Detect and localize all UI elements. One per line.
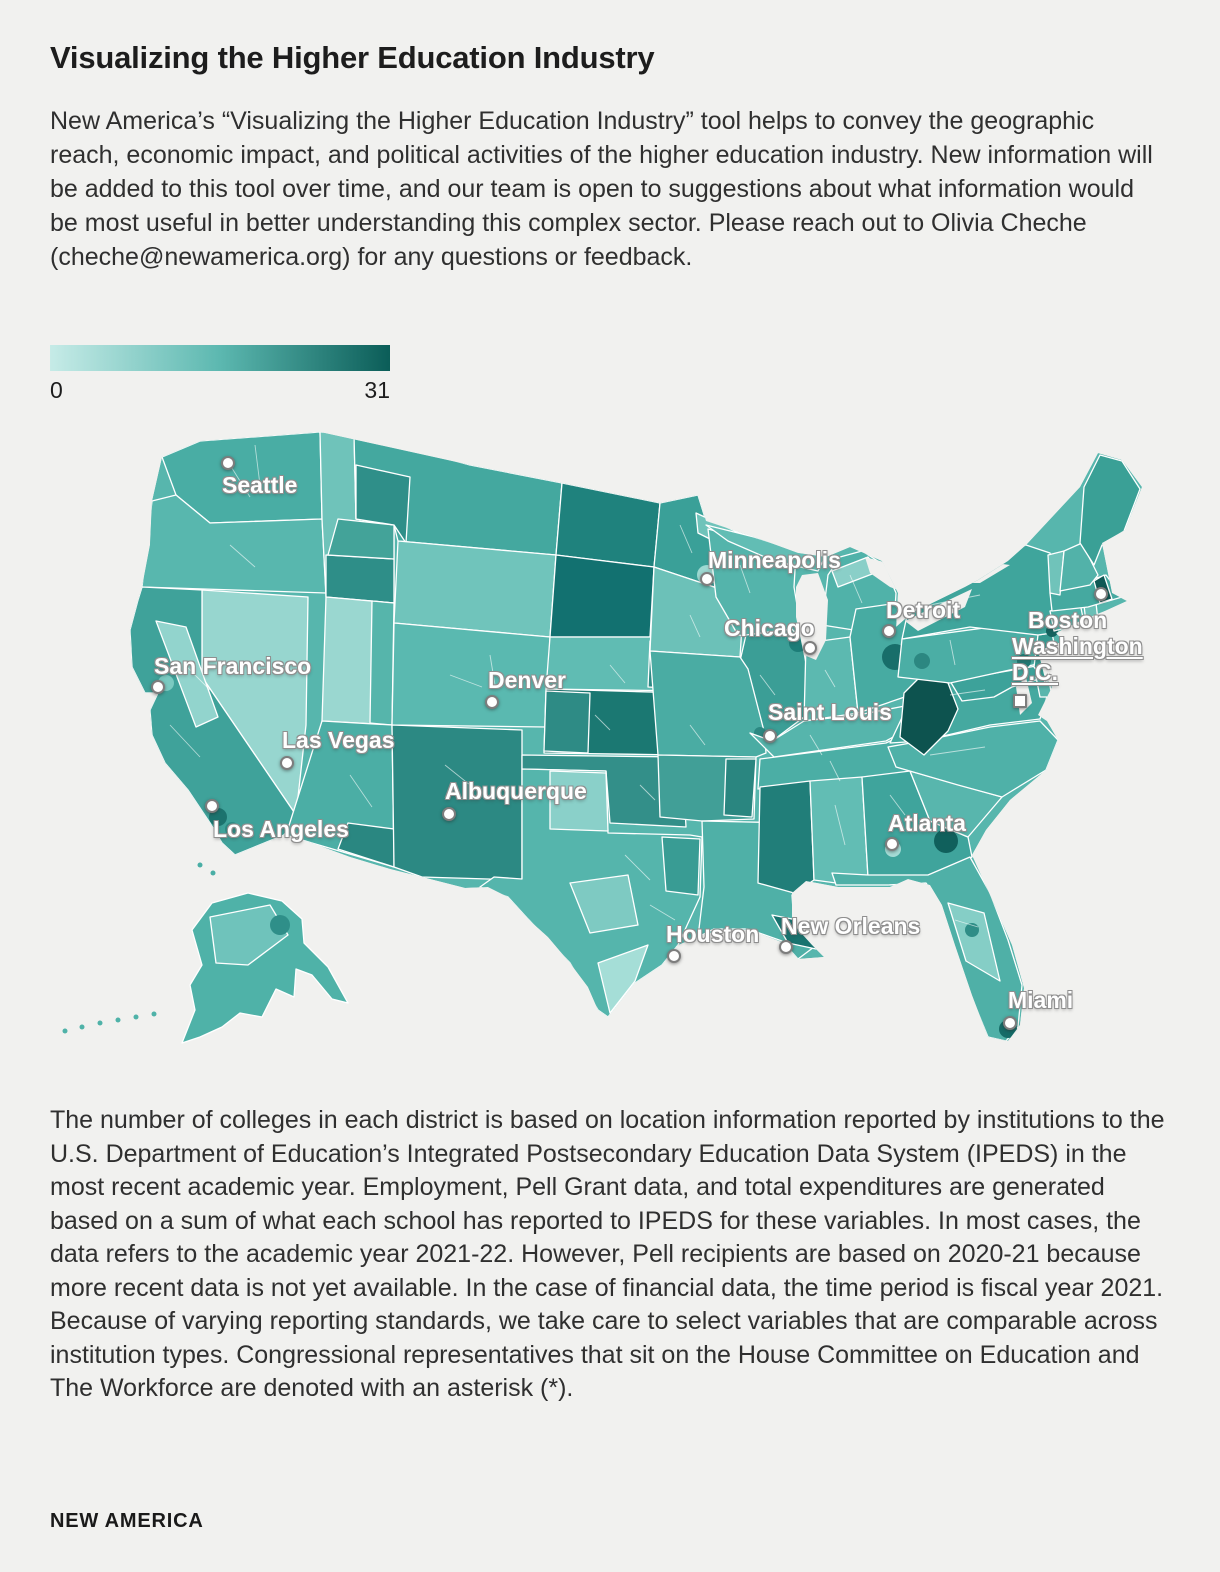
lake-michigan — [796, 573, 828, 660]
legend-min-label: 0 — [50, 377, 63, 403]
district-patch-alaska[interactable] — [209, 904, 289, 966]
intro-text: New America’s “Visualizing the Higher Ed… — [50, 107, 1153, 271]
legend-gradient-bar — [50, 345, 390, 371]
state-florida[interactable] — [831, 856, 1023, 1041]
district-patch-texas-central[interactable] — [569, 874, 639, 934]
state-new-hampshire[interactable] — [1059, 542, 1099, 592]
mainland-group[interactable] — [130, 432, 1142, 1041]
state-vermont[interactable] — [1047, 550, 1065, 596]
district-patch-los-angeles-2[interactable] — [225, 822, 239, 836]
district-patch-miami[interactable] — [999, 1020, 1017, 1038]
state-maine[interactable] — [1079, 454, 1141, 566]
page-title: Visualizing the Higher Education Industr… — [50, 40, 655, 75]
channel-islands — [197, 862, 216, 876]
state-wyoming[interactable] — [393, 540, 557, 638]
aleutian-islands — [62, 1011, 157, 1034]
state-west-virginia[interactable] — [899, 672, 959, 756]
district-patch-texas-south[interactable] — [597, 944, 649, 1014]
lake-erie — [905, 589, 972, 631]
district-patch-pittsburgh[interactable] — [914, 653, 930, 669]
district-patch-texas-east[interactable] — [661, 836, 701, 896]
district-patch-atlanta[interactable] — [885, 841, 901, 857]
district-patch-arkansas-east[interactable] — [723, 758, 757, 818]
district-patch-california-valley[interactable] — [155, 620, 219, 728]
choropleth-map[interactable]: Seattle San Francisco Las Vegas Los Angeles… — [50, 425, 1170, 1080]
district-patch-utah-east[interactable] — [369, 600, 395, 726]
legend-labels: 0 31 — [50, 377, 390, 404]
new-america-logo: NEW AMERICA — [50, 1510, 204, 1532]
state-colorado[interactable] — [391, 622, 551, 728]
district-patch-georgia-dark[interactable] — [934, 829, 958, 853]
color-legend: 0 31 — [50, 345, 390, 404]
district-patch-los-angeles[interactable] — [209, 808, 227, 826]
district-patch-montana-west[interactable] — [355, 464, 411, 544]
district-patch-idaho-south[interactable] — [325, 554, 395, 604]
state-mississippi[interactable] — [757, 780, 815, 894]
state-new-mexico[interactable] — [391, 724, 523, 881]
state-alabama[interactable] — [809, 776, 869, 884]
district-patch-kansas-west[interactable] — [543, 690, 591, 754]
district-patch-philadelphia[interactable] — [1017, 654, 1031, 668]
district-patch-idaho-mid[interactable] — [327, 518, 395, 560]
state-north-dakota[interactable] — [555, 482, 661, 568]
district-patch-texas-panhandle[interactable] — [549, 770, 609, 832]
footnote-text: The number of colleges in each district … — [50, 1106, 1165, 1402]
state-south-dakota[interactable] — [549, 554, 655, 638]
alaska-group[interactable] — [62, 862, 349, 1044]
district-patch-san-francisco[interactable] — [158, 675, 174, 691]
district-patch-louisiana-delta[interactable] — [771, 914, 817, 950]
us-choropleth-svg[interactable] — [50, 425, 1170, 1080]
district-patch-alaska-2[interactable] — [270, 915, 290, 935]
legend-max-label: 31 — [364, 377, 390, 403]
district-boundary-lines — [169, 444, 986, 928]
district-patch-florida-mid[interactable] — [947, 902, 1001, 982]
